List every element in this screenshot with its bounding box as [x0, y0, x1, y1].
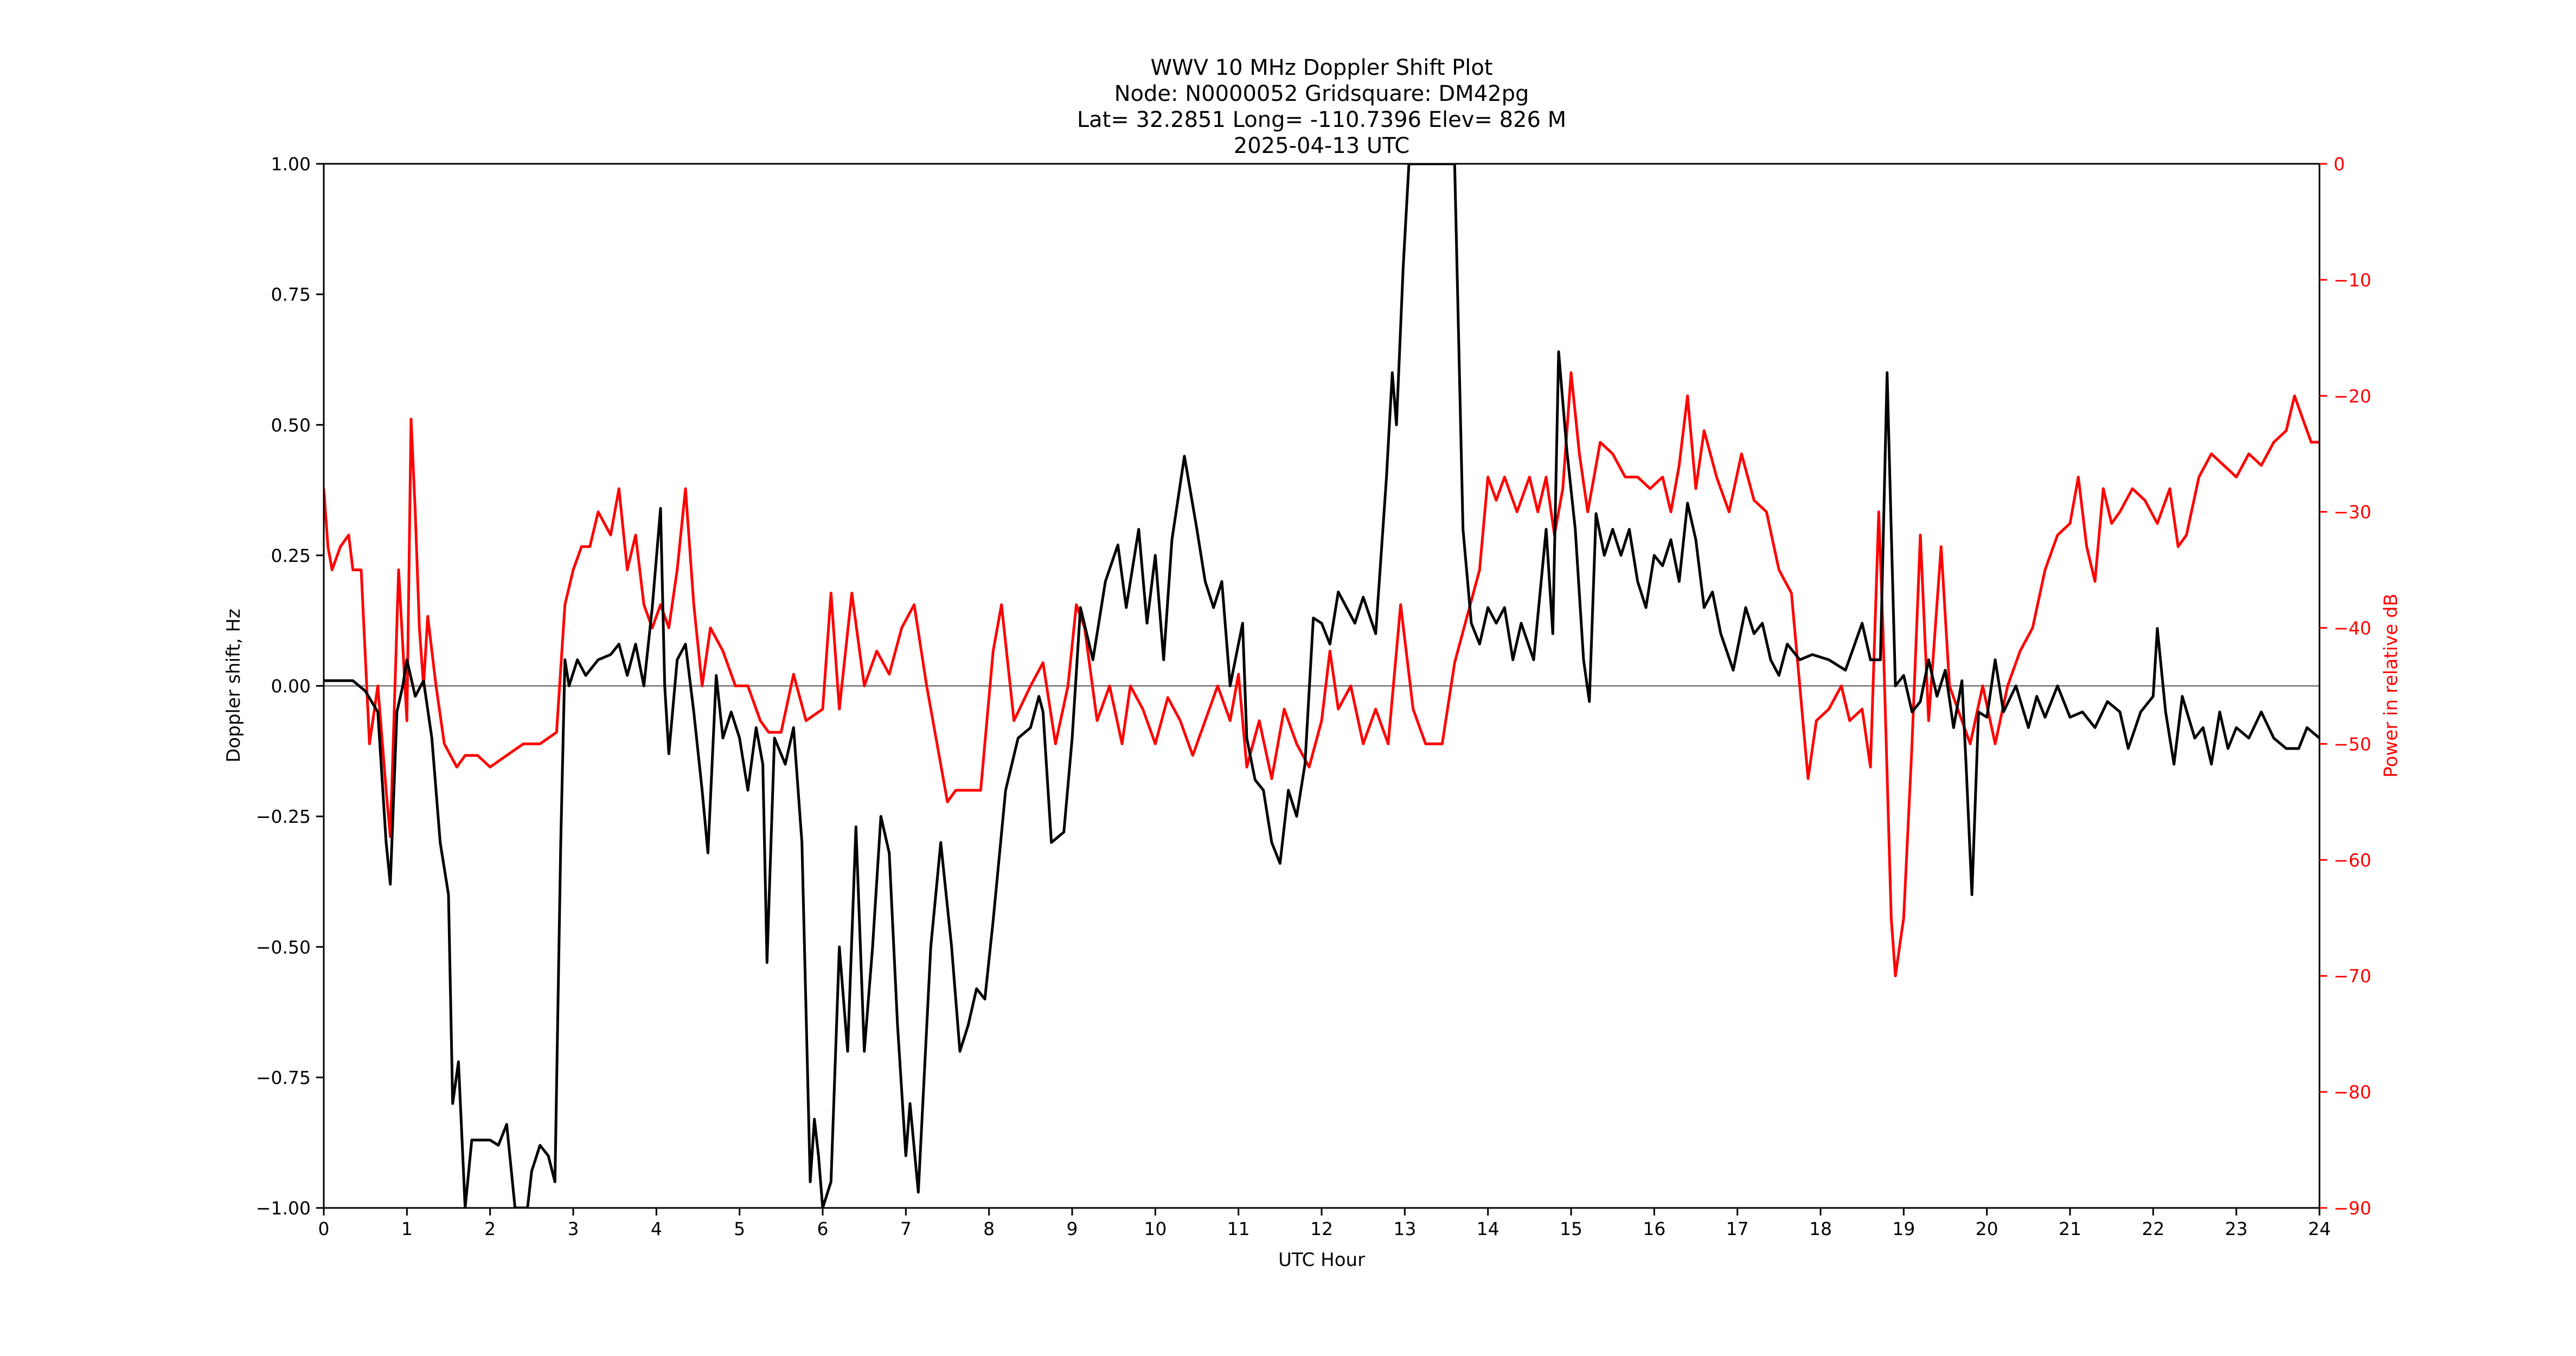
- right-tick-label: −30: [2334, 502, 2372, 523]
- x-tick-label: 3: [568, 1218, 579, 1239]
- x-tick-label: 6: [817, 1218, 829, 1239]
- left-tick-label: −0.25: [256, 806, 311, 827]
- right-axis-label: Power in relative dB: [2380, 593, 2402, 777]
- title-line-2: Node: N0000052 Gridsquare: DM42pg: [1114, 81, 1529, 106]
- chart-title: WWV 10 MHz Doppler Shift Plot Node: N000…: [1077, 55, 1566, 158]
- x-tick-label: 12: [1310, 1218, 1333, 1239]
- left-axis-label: Doppler shift, Hz: [223, 609, 245, 763]
- x-tick-label: 5: [734, 1218, 745, 1239]
- x-tick-label: 19: [1892, 1218, 1915, 1239]
- x-tick-label: 18: [1809, 1218, 1832, 1239]
- x-tick-label: 23: [2225, 1218, 2248, 1239]
- x-tick-label: 7: [900, 1218, 912, 1239]
- x-tick-label: 21: [2059, 1218, 2081, 1239]
- title-line-3: Lat= 32.2851 Long= -110.7396 Elev= 826 M: [1077, 107, 1566, 132]
- title-line-4: 2025-04-13 UTC: [1234, 133, 1409, 158]
- right-tick-label: −80: [2334, 1082, 2372, 1103]
- x-tick-label: 4: [651, 1218, 662, 1239]
- right-axis-ticks: 0 −10 −20 −30 −40 −50 −60 −70 −80 −90: [2319, 153, 2372, 1219]
- x-tick-label: 2: [484, 1218, 496, 1239]
- x-tick-label: 13: [1393, 1218, 1416, 1239]
- right-tick-label: −10: [2334, 270, 2372, 291]
- right-tick-label: −20: [2334, 386, 2372, 407]
- x-tick-label: 8: [983, 1218, 995, 1239]
- left-tick-label: 1.00: [271, 153, 311, 175]
- series-line-doppler: [324, 164, 2319, 1208]
- left-tick-label: 0.75: [271, 284, 311, 305]
- right-tick-label: −70: [2334, 965, 2372, 987]
- x-tick-label: 22: [2142, 1218, 2164, 1239]
- x-tick-label: 1: [401, 1218, 413, 1239]
- right-tick-label: −60: [2334, 849, 2372, 871]
- left-tick-label: 0.25: [271, 545, 311, 566]
- right-tick-label: −50: [2334, 733, 2372, 754]
- x-tick-label: 24: [2308, 1218, 2331, 1239]
- x-tick-label: 11: [1227, 1218, 1250, 1239]
- x-axis-ticks: 0 1 2 3 4 5 6 7 8 9 10 11 12 13 14 15 16 17 18 19 20 21 22 23 24: [318, 1208, 2331, 1239]
- x-tick-label: 15: [1560, 1218, 1582, 1239]
- x-tick-label: 10: [1144, 1218, 1167, 1239]
- right-tick-label: −40: [2334, 618, 2372, 639]
- left-tick-label: −1.00: [256, 1198, 311, 1219]
- left-tick-label: −0.75: [256, 1067, 311, 1088]
- x-tick-label: 17: [1726, 1218, 1749, 1239]
- x-axis-label: UTC Hour: [1278, 1249, 1365, 1271]
- x-tick-label: 9: [1067, 1218, 1078, 1239]
- series-line-power: [324, 371, 2319, 977]
- left-tick-label: −0.50: [256, 937, 311, 958]
- x-tick-label: 16: [1643, 1218, 1665, 1239]
- left-axis-ticks: 1.00 0.75 0.50 0.25 0.00 −0.25 −0.50 −0.75 −1.00: [256, 153, 324, 1219]
- x-tick-label: 14: [1477, 1218, 1500, 1239]
- left-tick-label: 0.50: [271, 414, 311, 436]
- right-tick-label: −90: [2334, 1198, 2372, 1219]
- title-line-1: WWV 10 MHz Doppler Shift Plot: [1150, 55, 1492, 80]
- left-tick-label: 0.00: [271, 676, 311, 697]
- x-tick-label: 0: [318, 1218, 330, 1239]
- right-tick-label: 0: [2334, 153, 2345, 175]
- x-tick-label: 20: [1976, 1218, 1998, 1239]
